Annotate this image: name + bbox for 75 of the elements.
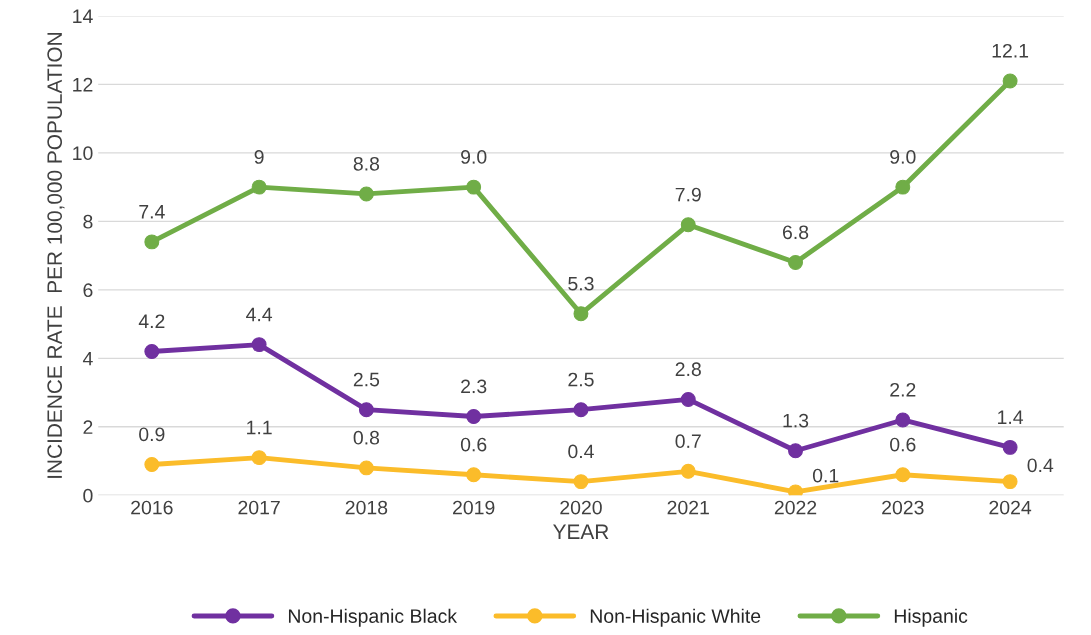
data-label: 2.2: [890, 382, 916, 397]
x-axis-title: YEAR: [553, 524, 609, 539]
point: [895, 179, 911, 195]
data-label: 2.5: [353, 372, 380, 387]
point: [466, 179, 482, 195]
point: [680, 217, 696, 233]
legend-label: Non-Hispanic Black: [288, 608, 458, 627]
data-label: 6.8: [782, 225, 809, 240]
data-label: 0.4: [1027, 458, 1054, 473]
data-label: 8.8: [353, 156, 380, 171]
data-label: 9.0: [890, 150, 916, 164]
y-tick-label: 14: [73, 9, 93, 23]
legend-label: Hispanic: [894, 608, 968, 627]
data-label: 0.8: [353, 430, 380, 445]
data-label: 2.3: [461, 379, 487, 394]
data-label: 1.4: [998, 410, 1024, 424]
data-label: 0.4: [568, 444, 594, 459]
point: [895, 412, 911, 428]
data-label: 4.2: [138, 314, 165, 328]
data-label: 9: [254, 150, 264, 164]
point: [144, 234, 160, 250]
point: [895, 467, 911, 483]
x-tick-label: 2021: [667, 500, 709, 515]
point: [466, 467, 482, 483]
point: [573, 474, 589, 490]
y-tick-label: 8: [83, 214, 93, 229]
point: [251, 450, 267, 466]
data-label: 5.3: [568, 276, 594, 291]
data-label: 0.9: [139, 427, 165, 442]
data-label: 2.5: [568, 372, 594, 387]
y-tick-label: 4: [82, 351, 93, 366]
point: [573, 402, 589, 418]
point: [680, 391, 696, 407]
data-label: 7.9: [675, 187, 701, 202]
data-label: 0.7: [675, 434, 701, 449]
y-tick-label: 6: [83, 283, 93, 298]
data-label: 1.3: [783, 413, 809, 428]
y-tick-label: 0: [83, 488, 93, 503]
y-axis-title: INCIDENCE RATE PER 100,000 POPULATION: [47, 33, 65, 478]
data-label: 1.1: [247, 420, 272, 435]
point: [1002, 73, 1018, 89]
data-label: 0.6: [460, 437, 487, 452]
point: [466, 409, 482, 424]
x-tick-label: 2024: [989, 500, 1032, 515]
point: [1002, 474, 1018, 490]
y-tick-label: 12: [73, 77, 93, 92]
data-label: 0.1: [812, 468, 839, 483]
point: [358, 460, 374, 476]
x-tick-label: 2019: [453, 500, 495, 515]
point: [573, 306, 589, 322]
x-tick-label: 2017: [238, 500, 280, 515]
x-tick-label: 2022: [774, 500, 817, 515]
point: [680, 463, 696, 479]
x-tick-label: 2018: [345, 500, 388, 515]
data-label: 4.4: [246, 307, 273, 322]
y-tick-label: 2: [83, 420, 93, 434]
x-tick-label: 2016: [131, 500, 173, 515]
data-label: 0.6: [890, 437, 916, 452]
data-label: 9.0: [461, 150, 487, 164]
point: [144, 457, 160, 472]
point: [788, 443, 803, 459]
legend-label: Non-Hispanic White: [590, 608, 761, 627]
point: [358, 186, 374, 202]
point: [144, 344, 160, 359]
data-label: 7.4: [139, 205, 165, 219]
x-tick-label: 2020: [560, 500, 602, 515]
point: [251, 337, 267, 353]
point: [251, 179, 267, 195]
point: [358, 402, 374, 418]
data-label: 2.8: [675, 362, 701, 377]
y-tick-label: 10: [73, 146, 93, 161]
data-label: 12.1: [992, 43, 1029, 58]
point: [1002, 439, 1018, 455]
point: [788, 254, 803, 270]
x-tick-label: 2023: [882, 500, 924, 515]
